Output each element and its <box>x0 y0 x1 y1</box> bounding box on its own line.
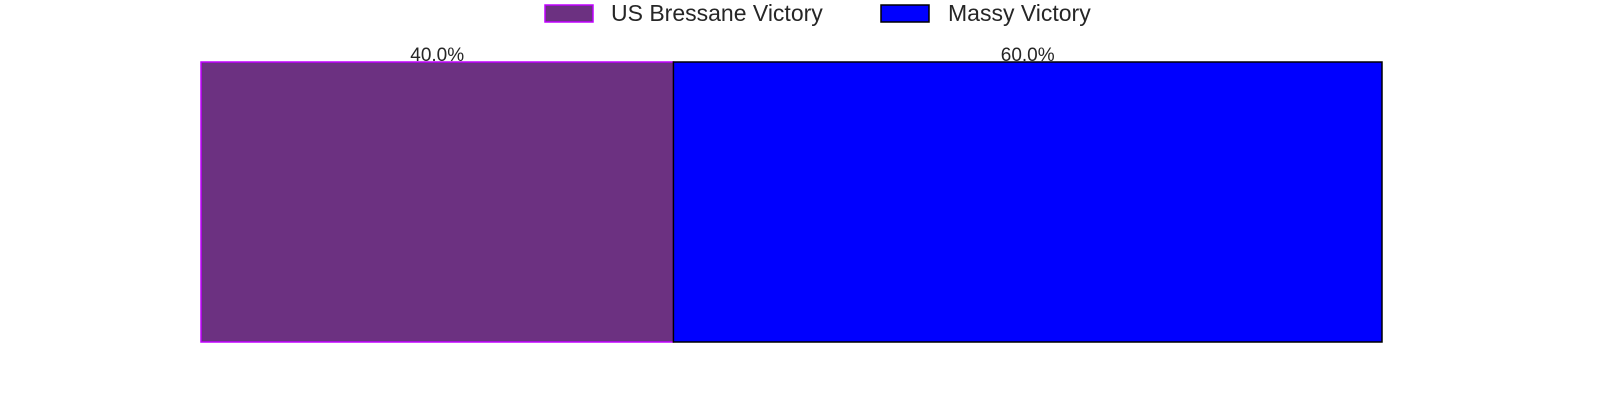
bar-segments <box>200 61 1383 343</box>
chart-legend: US Bressane Victory Massy Victory <box>544 0 1091 26</box>
legend-item-us-bressane-victory: US Bressane Victory <box>544 0 823 26</box>
legend-label-massy-victory: Massy Victory <box>948 0 1091 26</box>
bar-segment-massy-victory <box>672 61 1383 343</box>
legend-swatch-massy-victory <box>880 4 930 23</box>
legend-swatch-us-bressane-victory <box>544 4 594 23</box>
legend-label-us-bressane-victory: US Bressane Victory <box>611 0 823 26</box>
bar-segment-us-bressane-victory <box>200 61 675 343</box>
value-labels: 40.0% 60.0% <box>410 45 1054 66</box>
value-label-us-bressane-victory: 40.0% <box>410 45 464 66</box>
legend-item-massy-victory: Massy Victory <box>880 0 1091 26</box>
value-label-massy-victory: 60.0% <box>1001 45 1055 66</box>
